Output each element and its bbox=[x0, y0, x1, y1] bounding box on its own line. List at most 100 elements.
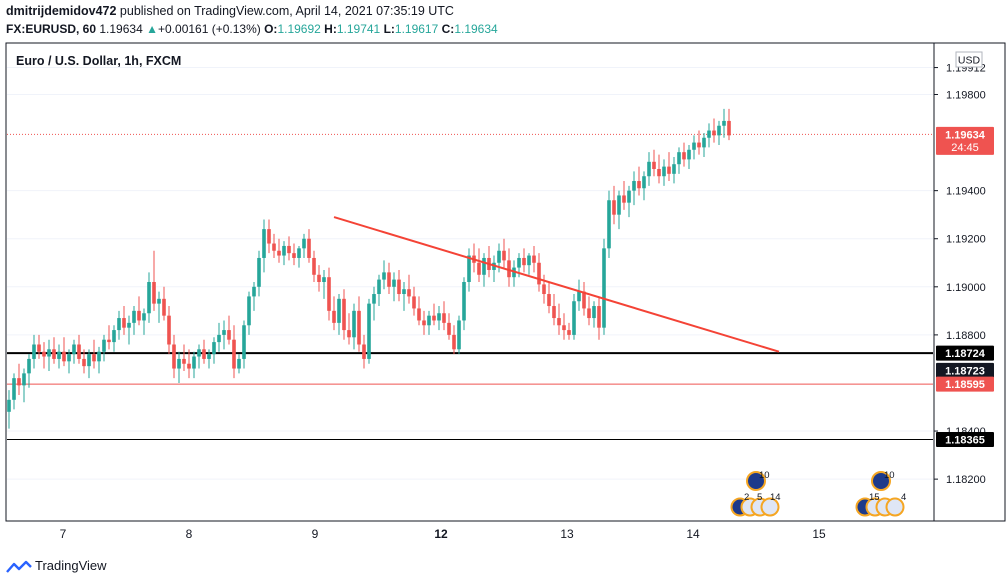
candle-body bbox=[67, 354, 71, 362]
candle-body bbox=[62, 351, 66, 362]
eu-flag-icon bbox=[746, 471, 766, 491]
candle bbox=[582, 282, 586, 316]
candle-body bbox=[542, 284, 546, 295]
author-name[interactable]: dmitrijdemidov472 bbox=[6, 4, 117, 18]
candle-body bbox=[22, 373, 26, 386]
candle bbox=[437, 306, 441, 331]
symbol-label[interactable]: FX:EURUSD, 60 bbox=[6, 22, 97, 36]
candle-body bbox=[262, 229, 266, 258]
candle bbox=[217, 322, 221, 352]
candle-body bbox=[102, 339, 106, 352]
candle bbox=[357, 296, 361, 352]
candle-body bbox=[627, 190, 631, 203]
candle-body bbox=[212, 342, 216, 355]
price-line-label: 1.18595 bbox=[945, 379, 985, 391]
candle-body bbox=[452, 334, 456, 350]
candle-body bbox=[552, 306, 556, 319]
candle bbox=[172, 334, 176, 379]
candle-body bbox=[277, 250, 281, 256]
candle-body bbox=[497, 250, 501, 263]
candle bbox=[212, 337, 216, 364]
candle bbox=[622, 181, 626, 210]
plot-frame bbox=[5, 42, 1006, 522]
candle bbox=[322, 269, 326, 299]
candle bbox=[132, 306, 136, 335]
candle bbox=[157, 291, 161, 323]
candle bbox=[442, 301, 446, 331]
trendline-group[interactable] bbox=[333, 216, 780, 353]
candle-body bbox=[257, 257, 261, 287]
candle-body bbox=[322, 277, 326, 282]
candle bbox=[712, 118, 716, 143]
candle bbox=[652, 149, 656, 177]
candle bbox=[717, 120, 721, 145]
candle-body bbox=[352, 310, 356, 338]
candle-body bbox=[362, 344, 366, 359]
candle bbox=[522, 248, 526, 273]
candle-body bbox=[702, 137, 706, 148]
candle-body bbox=[227, 330, 231, 340]
candle bbox=[127, 315, 131, 345]
time-tick-label: 14 bbox=[686, 527, 700, 541]
candle bbox=[572, 294, 576, 340]
candle-body bbox=[717, 125, 721, 136]
candle-body bbox=[72, 344, 76, 355]
candle-body bbox=[572, 301, 576, 335]
tradingview-logo-icon bbox=[6, 560, 32, 573]
price-line-label-box bbox=[936, 376, 994, 392]
candle-body bbox=[557, 318, 561, 326]
candle bbox=[22, 368, 26, 403]
candle-body bbox=[242, 325, 246, 359]
candle bbox=[192, 351, 196, 379]
tradingview-footer[interactable]: TradingView bbox=[6, 558, 107, 574]
candle bbox=[82, 349, 86, 374]
candle-body bbox=[632, 181, 636, 191]
candle-body bbox=[442, 313, 446, 323]
candle-body bbox=[417, 308, 421, 321]
candle-body bbox=[237, 358, 241, 369]
candle bbox=[552, 294, 556, 326]
candle bbox=[577, 279, 581, 311]
event-badge-group[interactable]: 10 2 5 14 bbox=[730, 470, 781, 517]
candle-body bbox=[567, 330, 571, 335]
price-tick-label: 1.19800 bbox=[946, 89, 986, 101]
event-count-top: 10 bbox=[759, 470, 770, 481]
event-badge-group[interactable]: 10 15 4 bbox=[855, 470, 907, 517]
price-axis[interactable]: 1.199121.198001.194001.192001.190001.188… bbox=[934, 63, 994, 487]
eu-flag-icon bbox=[871, 471, 891, 491]
candle bbox=[587, 296, 591, 326]
candle-body bbox=[12, 378, 16, 400]
candle-body bbox=[42, 351, 46, 357]
time-tick-label: 9 bbox=[312, 527, 319, 541]
candle-body bbox=[57, 351, 61, 359]
candle bbox=[327, 267, 331, 321]
candle-body bbox=[267, 229, 271, 244]
candle bbox=[477, 248, 481, 282]
candle-body bbox=[692, 142, 696, 150]
candle-body bbox=[172, 344, 176, 369]
candle-body bbox=[672, 164, 676, 174]
open-label: O: bbox=[264, 22, 278, 36]
candle-body bbox=[502, 250, 506, 261]
candle bbox=[257, 250, 261, 297]
candle bbox=[77, 334, 81, 364]
candle-body bbox=[562, 325, 566, 331]
time-axis[interactable]: 7 8 9 12 13 14 15 bbox=[60, 527, 826, 541]
candle bbox=[657, 154, 661, 184]
candle-body bbox=[697, 142, 701, 148]
candle-body bbox=[127, 322, 131, 328]
candle bbox=[647, 152, 651, 186]
candle bbox=[617, 190, 621, 230]
price-tick-label: 1.18800 bbox=[946, 330, 986, 342]
candle bbox=[52, 337, 56, 364]
candle bbox=[272, 233, 276, 258]
candle-body bbox=[312, 257, 316, 275]
trendline[interactable] bbox=[333, 216, 780, 353]
candle bbox=[147, 272, 151, 323]
candle bbox=[467, 248, 471, 292]
time-tick-label: 7 bbox=[60, 527, 67, 541]
candle-body bbox=[457, 320, 461, 350]
candle bbox=[302, 233, 306, 258]
